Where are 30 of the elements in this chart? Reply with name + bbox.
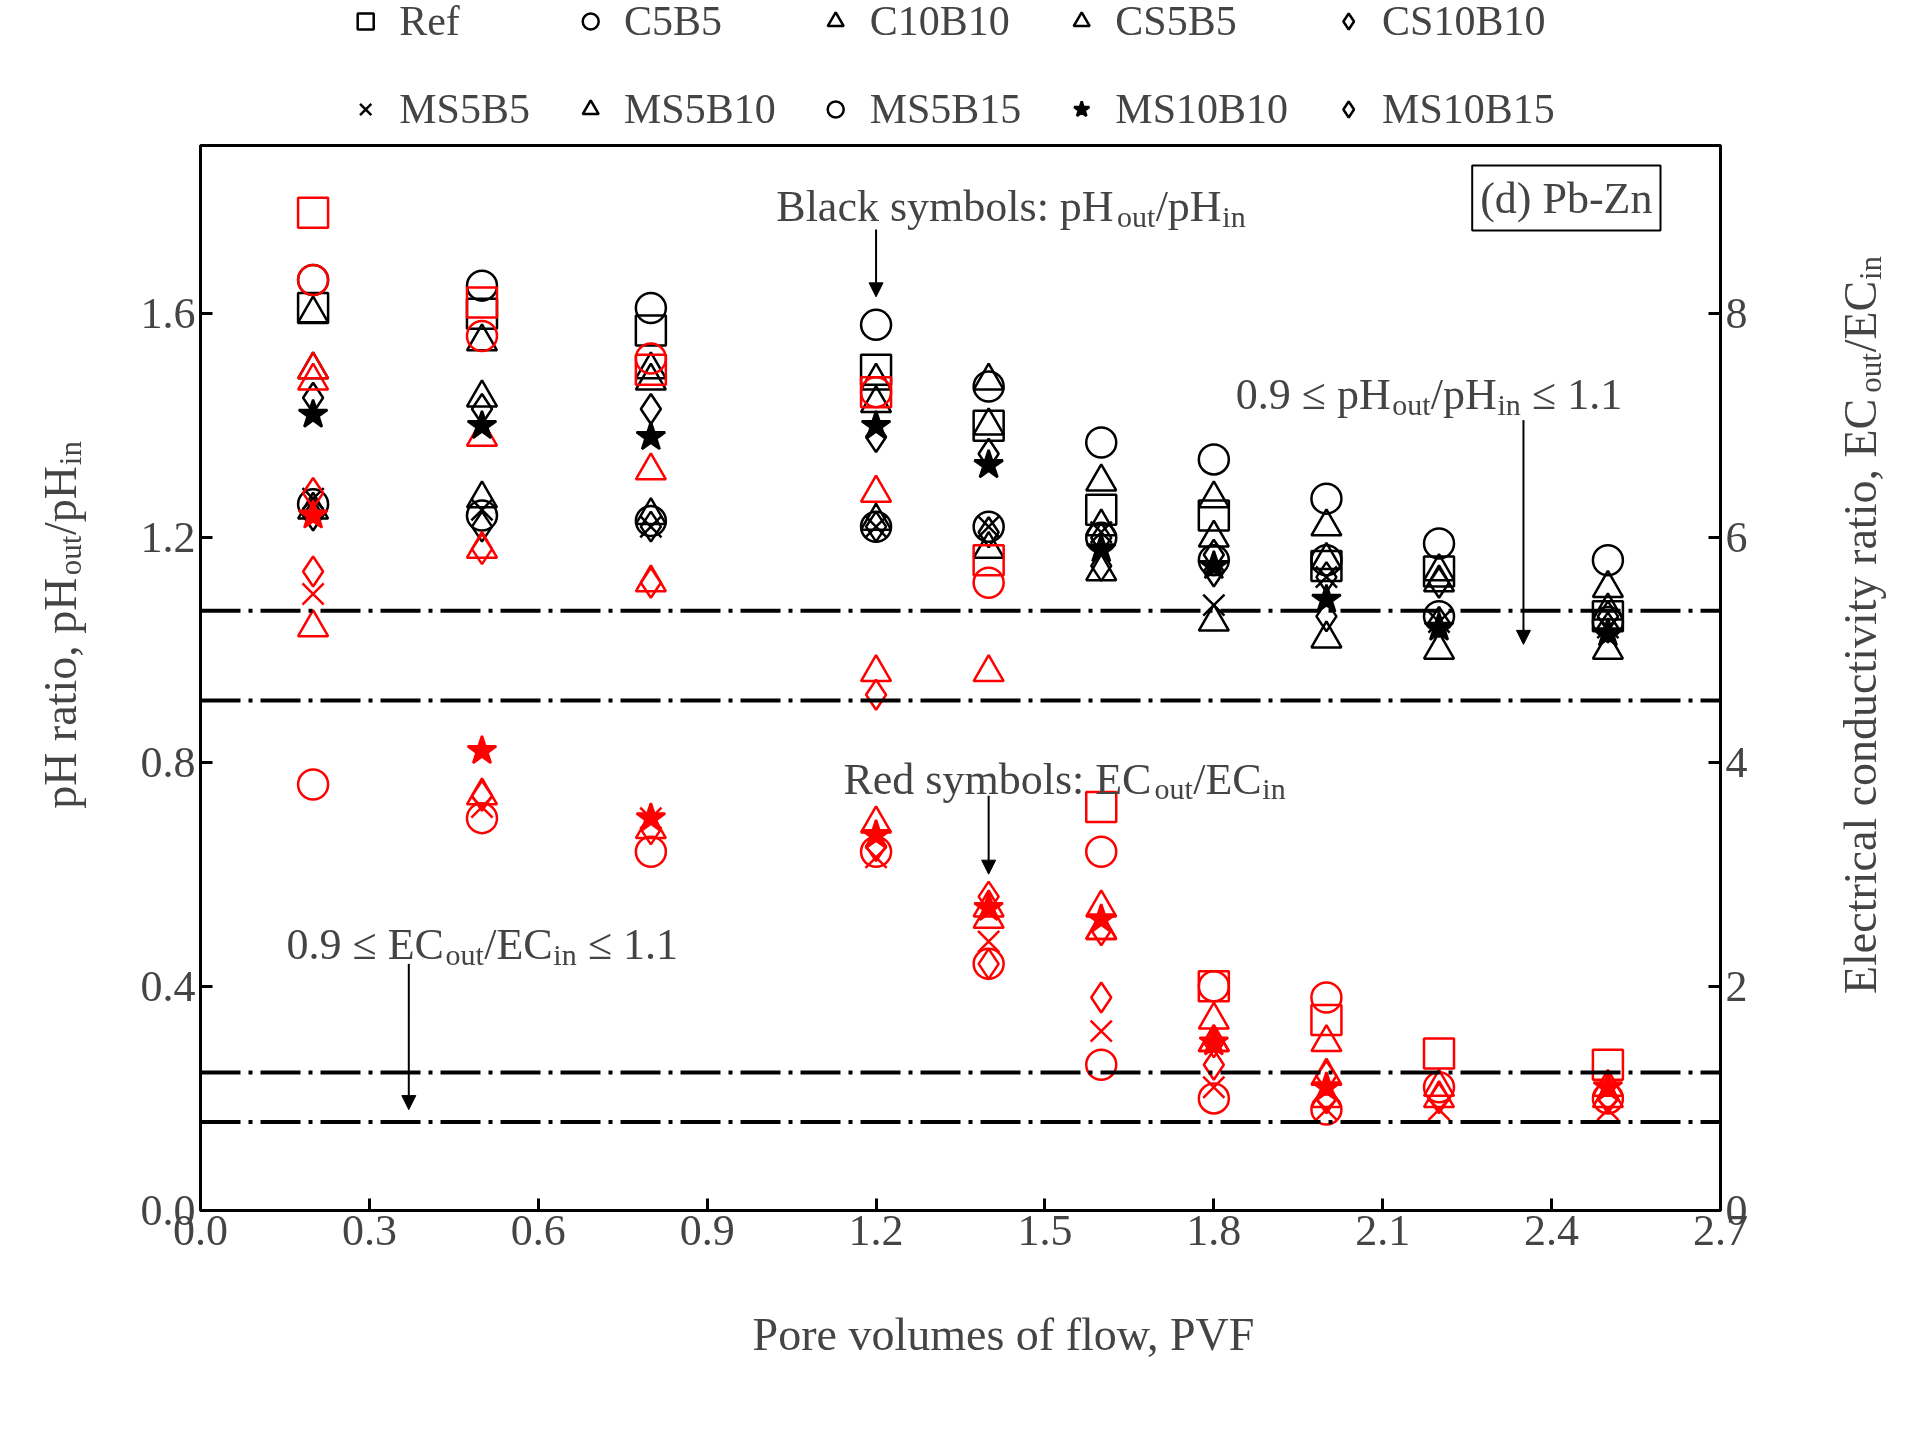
legend-label: C5B5 — [623, 0, 722, 45]
legend-label: Ref — [399, 0, 460, 45]
legend-label: CS5B5 — [1115, 0, 1237, 45]
x-tick-label: 1.5 — [1017, 1205, 1073, 1255]
x-tick-label: 1.2 — [848, 1205, 904, 1255]
y2-axis-title: Electrical conductivity ratio, ECout/ECin — [1835, 255, 1889, 995]
y2-tick-label: 2 — [1725, 961, 1748, 1011]
x-tick-label: 0.3 — [341, 1205, 397, 1255]
x-tick-label: 1.8 — [1186, 1205, 1242, 1255]
legend-label: MS5B5 — [399, 85, 530, 132]
legend-label: MS10B15 — [1382, 85, 1555, 132]
annotation: (d) Pb-Zn — [1480, 173, 1653, 223]
x-axis-title: Pore volumes of flow, PVF — [752, 1309, 1255, 1360]
y2-tick-label: 6 — [1725, 513, 1748, 563]
legend-label: MS5B15 — [869, 85, 1022, 132]
legend-label: C10B10 — [869, 0, 1010, 45]
x-tick-label: 2.1 — [1355, 1205, 1411, 1255]
y-tick-label: 0.4 — [140, 961, 196, 1011]
y-tick-label: 0.8 — [140, 737, 196, 787]
y2-tick-label: 8 — [1725, 289, 1748, 339]
x-tick-label: 0.9 — [679, 1205, 735, 1255]
legend-label: MS5B10 — [623, 85, 776, 132]
x-tick-label: 2.4 — [1524, 1205, 1580, 1255]
y2-tick-label: 4 — [1725, 737, 1748, 787]
x-tick-label: 0.6 — [510, 1205, 566, 1255]
legend-label: MS10B10 — [1115, 85, 1289, 132]
y-axis-title: pH ratio, pHout/pHin — [35, 440, 89, 809]
legend-label: CS10B10 — [1382, 0, 1546, 45]
y-tick-label: 1.2 — [140, 513, 196, 563]
y-tick-label: 1.6 — [140, 289, 196, 339]
